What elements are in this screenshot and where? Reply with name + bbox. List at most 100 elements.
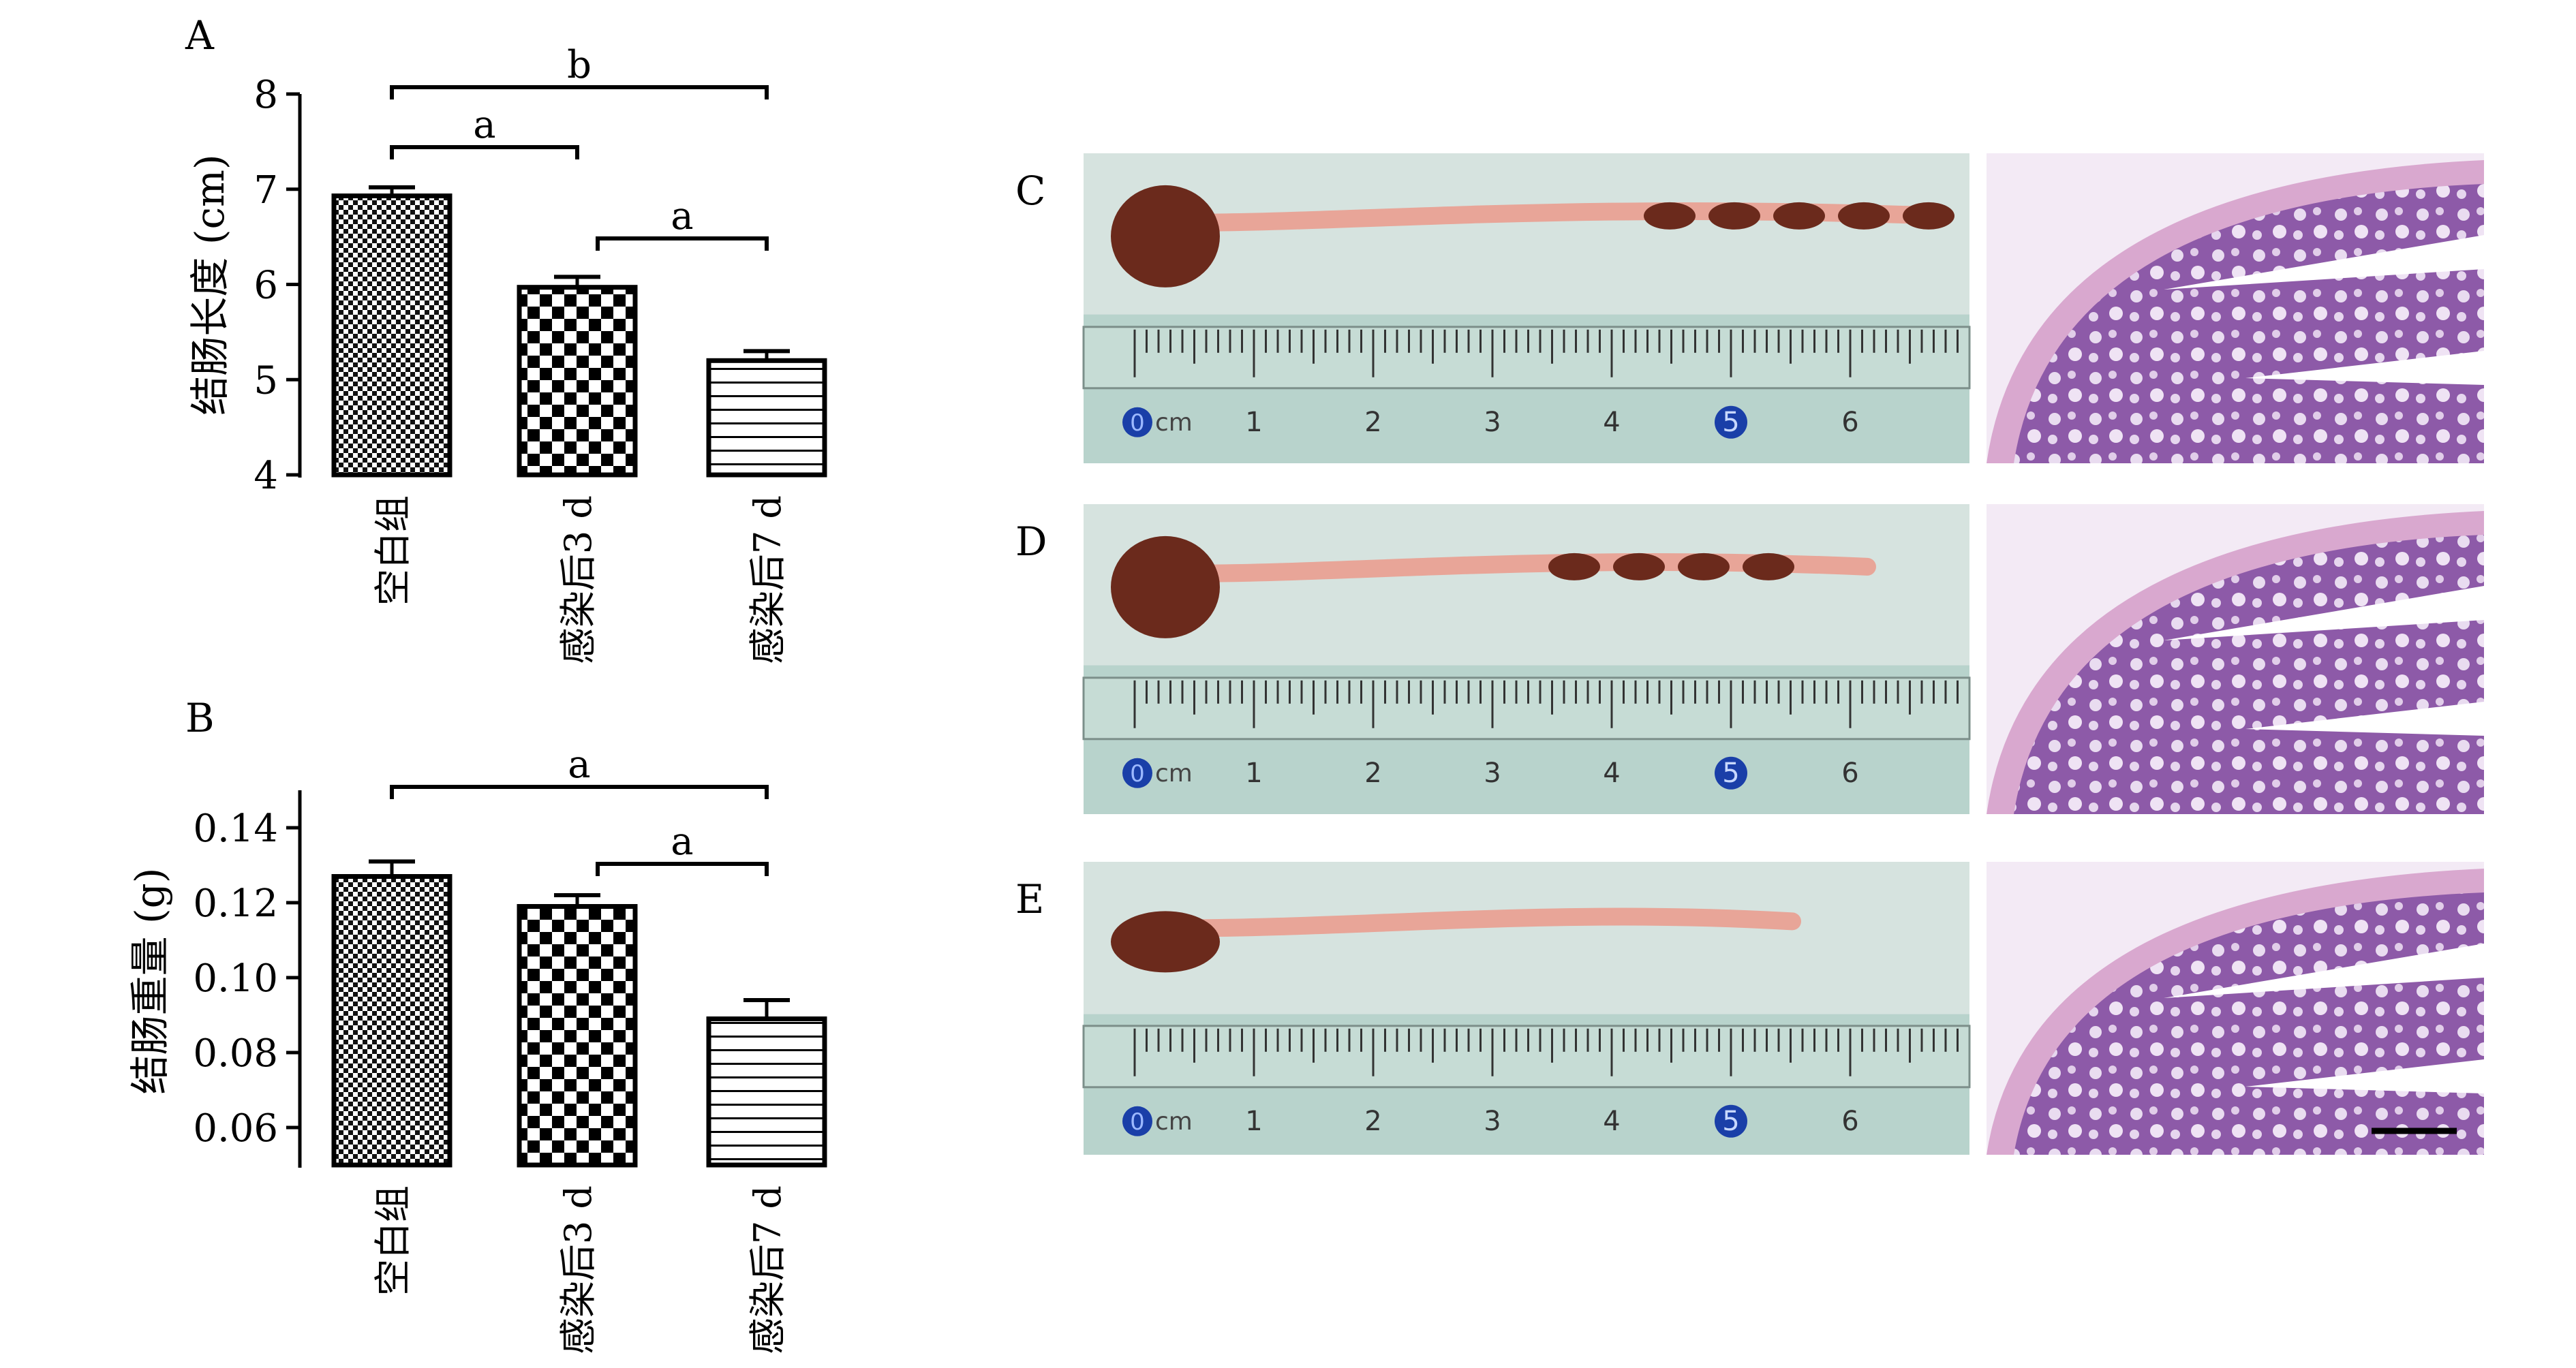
cecum: [1111, 535, 1220, 638]
chart-panel-a: A 结肠长度 (cm) 4 5 6 7 8 空白组 感染后3 d 感染后7 d a b a: [185, 12, 827, 664]
ruler-number: 1: [1245, 407, 1262, 438]
panel-label-e: E: [1015, 876, 1044, 922]
ruler-unit-label: cm: [1155, 409, 1193, 437]
significance-bracket-a: [390, 85, 769, 99]
photo-row-c: C 0 cm 1 2 3 4 5 6: [1015, 153, 2484, 463]
category-label-a: 感染后3 d: [557, 495, 600, 664]
ruler-zero-marker: [1122, 758, 1152, 788]
ruler-number: 2: [1364, 1106, 1381, 1137]
ruler-number: 4: [1603, 758, 1620, 789]
photo-row-e: E 0 cm 1 2 3 4 5 6: [1015, 862, 2484, 1155]
category-label-b: 感染后3 d: [557, 1185, 600, 1354]
y-tick-label-a: 6: [254, 264, 278, 308]
y-tick-label-a: 5: [254, 358, 278, 403]
ruler-marker-5: [1715, 405, 1747, 439]
significance-label-b: a: [671, 820, 693, 864]
significance-bracket-b: [390, 785, 769, 799]
panel-label-d: D: [1015, 518, 1047, 565]
ruler-number: 2: [1364, 758, 1381, 789]
significance-label-a: b: [567, 43, 592, 87]
ruler-strip: [1082, 326, 1971, 390]
ruler-number: 6: [1841, 1106, 1858, 1137]
ruler-number: 6: [1841, 407, 1858, 438]
bar-b: [517, 904, 638, 1168]
ruler-number: 1: [1245, 1106, 1262, 1137]
y-tick-label-a: 8: [254, 73, 278, 117]
ruler-zero-marker: [1122, 407, 1152, 437]
lumen: [2164, 944, 2484, 998]
ruler-zero-marker: [1122, 1106, 1152, 1136]
lumen: [2245, 1059, 2484, 1093]
mucosa-crypts: [2014, 184, 2484, 463]
ruler-number: 4: [1603, 407, 1620, 438]
fecal-pellet: [1644, 202, 1696, 230]
ruler-number: 6: [1841, 758, 1858, 789]
ruler-unit-label: cm: [1155, 1108, 1193, 1136]
category-label-a: 感染后7 d: [746, 495, 789, 664]
bar-a: [331, 193, 453, 478]
ruler-number: 2: [1364, 407, 1381, 438]
fecal-pellet: [1838, 202, 1890, 230]
plot-area-a: 4 5 6 7 8 空白组 感染后3 d 感染后7 d a b a: [254, 43, 827, 664]
lumen: [2245, 351, 2484, 385]
cecum: [1111, 185, 1220, 287]
ruler-number: 3: [1484, 407, 1501, 438]
significance-label-a: a: [671, 194, 693, 238]
ruler-number: 3: [1484, 758, 1501, 789]
ruler-strip: [1082, 677, 1971, 741]
y-tick-label-b: 0.06: [193, 1106, 278, 1151]
ruler-number: 1: [1245, 758, 1262, 789]
significance-label-b: a: [568, 743, 590, 787]
ruler-number: 5: [1722, 758, 1739, 789]
ruler-zero-label: 0: [1130, 760, 1145, 788]
cecum: [1111, 911, 1220, 973]
category-label-b: 空白组: [371, 1185, 414, 1296]
y-tick-label-b: 0.08: [193, 1031, 278, 1076]
photo-background: [1084, 153, 1969, 315]
y-tick-label-b: 0.10: [193, 957, 278, 1001]
bar-b: [706, 1016, 827, 1168]
ruler-unit-label: cm: [1155, 760, 1193, 788]
y-tick-label-a: 7: [254, 168, 278, 213]
ruler-marker-5: [1715, 1104, 1747, 1138]
plot-area-b: 0.06 0.08 0.10 0.12 0.14 空白组 感染后3 d 感染后7 d a a: [193, 743, 827, 1354]
category-label-b: 感染后7 d: [746, 1185, 789, 1354]
significance-bracket-b: [596, 862, 769, 876]
y-tick-label-a: 4: [254, 454, 278, 498]
fecal-pellet: [1678, 553, 1730, 580]
ruler-marker-5: [1715, 756, 1747, 790]
bar-a: [517, 285, 638, 478]
y-axis-label-b: 结肠重量 (g): [127, 868, 173, 1095]
panel-label-a: A: [185, 12, 215, 59]
colon-specimen: [1177, 907, 1801, 937]
fecal-pellet: [1708, 202, 1760, 230]
significance-bracket-a: [390, 145, 579, 159]
fecal-pellet: [1903, 202, 1954, 230]
colon-specimen: [1177, 202, 1951, 232]
photo-row-d: D 0 cm 1 2 3 4 5 6: [1015, 504, 2484, 814]
panel-label-b: B: [185, 695, 215, 741]
significance-label-a: a: [473, 103, 495, 147]
ruler-number: 5: [1722, 407, 1739, 438]
lumen: [2245, 702, 2484, 736]
bar-b: [331, 874, 453, 1168]
ruler-number: 5: [1722, 1106, 1739, 1137]
photo-panels: C 0 cm 1 2 3 4 5 6 D 0 cm 1 2 3 4 5 6 E 0 cm 1 2 3 4 5 6: [1015, 153, 2484, 1155]
ruler-number: 4: [1603, 1106, 1620, 1137]
photo-background: [1084, 504, 1969, 666]
fecal-pellet: [1613, 553, 1665, 580]
fecal-pellet: [1548, 553, 1600, 580]
photo-background: [1084, 862, 1969, 1014]
y-tick-label-b: 0.12: [193, 882, 278, 926]
category-label-a: 空白组: [371, 495, 414, 606]
y-tick-label-b: 0.14: [193, 807, 278, 851]
lumen: [2164, 235, 2484, 290]
ruler-zero-label: 0: [1130, 1108, 1145, 1136]
ruler-number: 3: [1484, 1106, 1501, 1137]
lumen: [2164, 586, 2484, 640]
significance-bracket-a: [596, 236, 769, 251]
chart-panel-b: B 结肠重量 (g) 0.06 0.08 0.10 0.12 0.14 空白组 感染后3 d…: [127, 695, 827, 1354]
colon-specimen: [1177, 553, 1876, 582]
fecal-pellet: [1743, 553, 1794, 580]
